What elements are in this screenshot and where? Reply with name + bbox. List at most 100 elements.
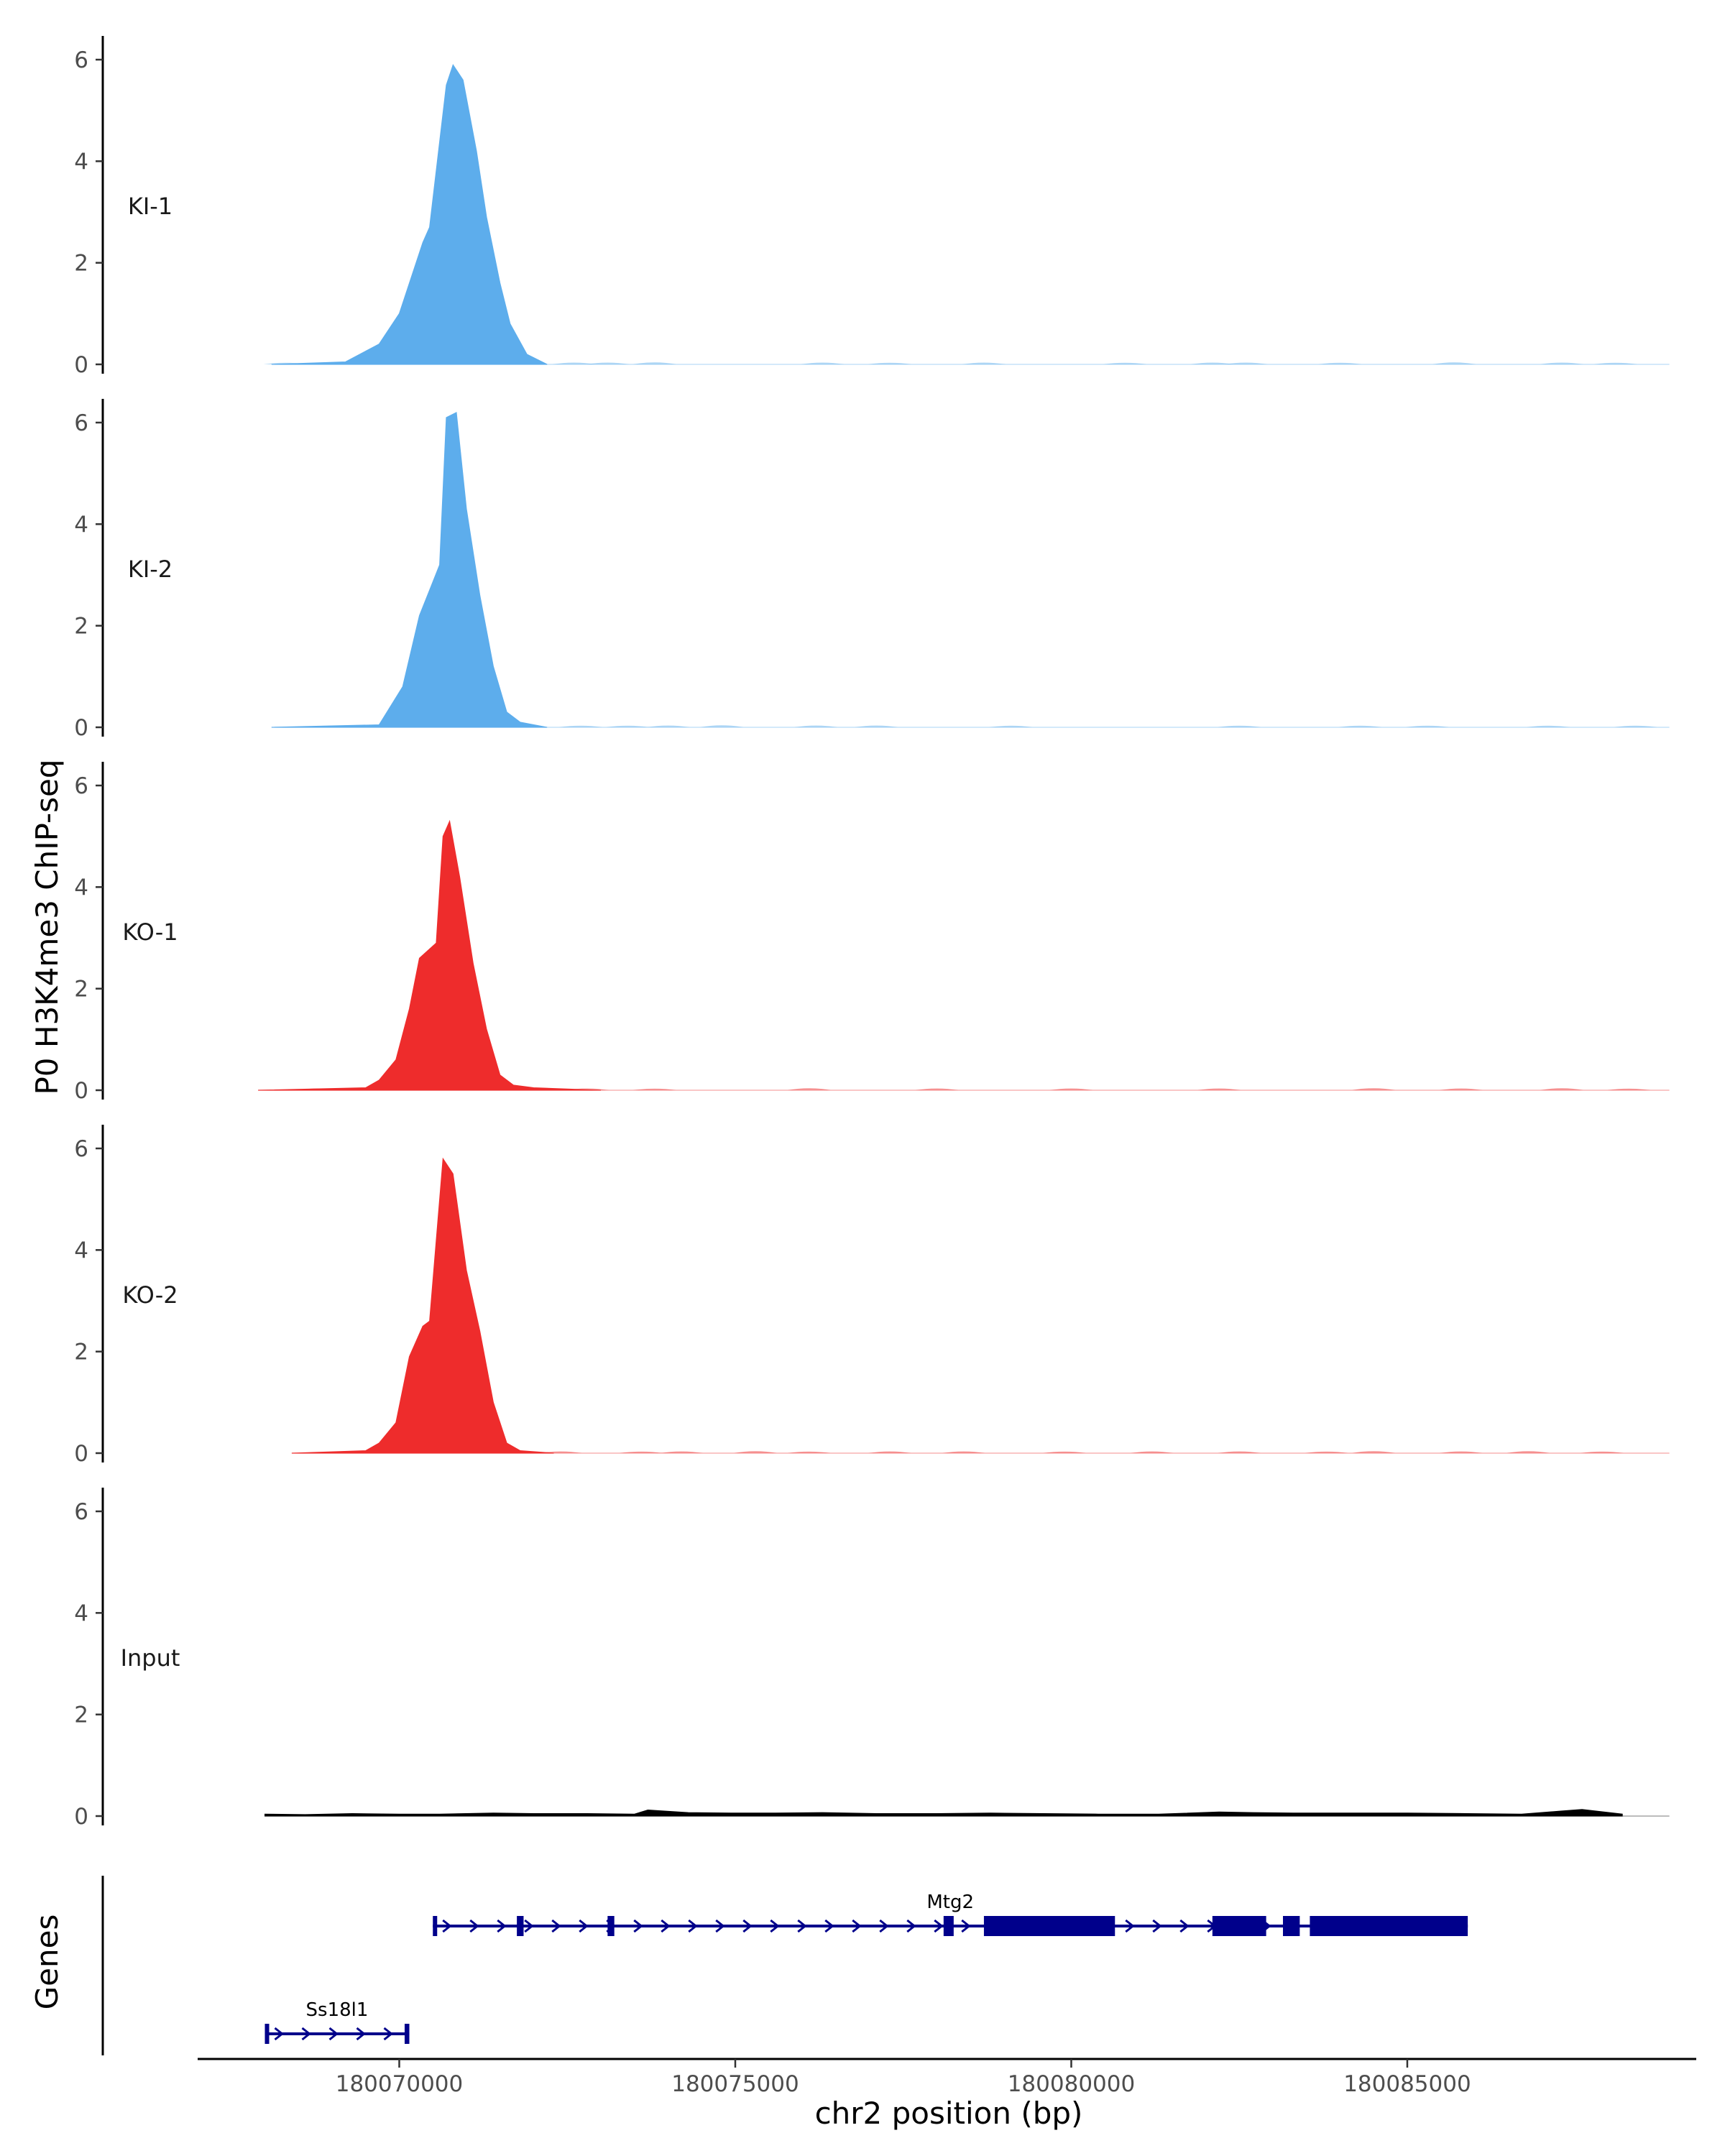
strand-chevron: [742, 1919, 753, 1933]
noise-mark-ko-2-1: [620, 1451, 663, 1453]
strand-chevron: [524, 1919, 534, 1933]
y-tick-label-0: 0: [74, 1441, 88, 1467]
strand-chevron: [497, 1919, 507, 1933]
noise-mark-ki-1-14: [1593, 362, 1637, 364]
strand-chevron: [688, 1919, 698, 1933]
noise-mark-ki-1-13: [1540, 362, 1584, 364]
noise-mark-ki-2-3: [700, 725, 744, 727]
strand-chevron: [579, 1919, 589, 1933]
noise-mark-ki-1-2: [552, 362, 596, 364]
noise-mark-ki-2-7: [1218, 725, 1261, 727]
strand-chevron: [824, 1919, 834, 1933]
y-tick-label-4: 4: [74, 875, 88, 900]
gene-label-ss18l1: Ss18l1: [306, 1999, 369, 2021]
strand-chevron: [1152, 1919, 1162, 1933]
track-label-ko-2: KO-2: [122, 1281, 178, 1309]
exon-mtg2-0: [433, 1916, 438, 1936]
noise-mark-ki-2-6: [989, 725, 1033, 727]
exon-ss18l1-0: [264, 2024, 270, 2044]
track-ki-1: 0 2 4 6 KI-1: [74, 36, 1670, 378]
exon-mtg2-6: [1282, 1916, 1300, 1936]
y-tick-label-2: 2: [74, 614, 88, 640]
exon-mtg2-3: [943, 1916, 954, 1936]
noise-mark-ko-2-9: [1218, 1451, 1261, 1453]
noise-mark-ki-2-4: [794, 725, 838, 727]
noise-mark-ki-1-4: [632, 362, 676, 364]
noise-mark-ki-2-0: [558, 725, 602, 727]
strand-chevron: [797, 1919, 807, 1933]
strand-chevron: [770, 1919, 780, 1933]
gene-track: Mtg2 Ss18l1: [101, 1876, 1468, 2055]
noise-mark-ki-1-11: [1318, 362, 1362, 364]
track-label-ko-1: KO-1: [122, 918, 178, 946]
noise-mark-ki-1-12: [1432, 362, 1476, 364]
genes-axis-title: Genes: [29, 1915, 65, 2010]
y-tick-label-4: 4: [74, 1600, 88, 1626]
track-label-input: Input: [121, 1644, 180, 1672]
y-tick-label-4: 4: [74, 512, 88, 538]
noise-mark-ko-1-6: [1049, 1088, 1093, 1090]
noise-mark-ko-2-4: [787, 1451, 831, 1453]
y-tick-label-6: 6: [74, 1136, 88, 1162]
noise-mark-ki-2-5: [855, 725, 898, 727]
noise-mark-ko-1-11: [1607, 1088, 1651, 1090]
gene-ss18l1: Ss18l1: [264, 1999, 410, 2044]
strand-chevron: [328, 2027, 339, 2041]
strand-chevron: [879, 1919, 889, 1933]
y-tick-label-6: 6: [74, 773, 88, 799]
y-tick-label-2: 2: [74, 1703, 88, 1728]
noise-mark-ki-1-8: [1103, 362, 1147, 364]
noise-mark-ko-1-7: [1197, 1088, 1241, 1090]
strand-chevron: [1125, 1919, 1135, 1933]
y-tick-label-2: 2: [74, 1340, 88, 1365]
y-tick-label-4: 4: [74, 149, 88, 175]
noise-mark-ko-2-10: [1305, 1451, 1348, 1453]
strand-chevron: [274, 2027, 284, 2041]
noise-mark-ki-1-5: [801, 362, 845, 364]
area-ki-1: [271, 63, 548, 365]
noise-mark-ko-1-3: [632, 1088, 676, 1090]
exon-mtg2-5: [1212, 1916, 1266, 1936]
area-ko-2: [291, 1157, 554, 1454]
y-tick-label-0: 0: [74, 1078, 88, 1104]
y-tick-label-2: 2: [74, 977, 88, 1003]
noise-mark-ko-2-7: [1043, 1451, 1087, 1453]
track-input: 0 2 4 6 Input: [74, 1488, 1670, 1830]
noise-mark-ko-1-9: [1439, 1088, 1483, 1090]
strand-chevron: [383, 2027, 393, 2041]
y-tick-label-0: 0: [74, 352, 88, 378]
y-tick-label-0: 0: [74, 715, 88, 741]
noise-mark-ki-1-3: [586, 362, 630, 364]
area-ko-1: [258, 819, 602, 1091]
strand-chevron: [961, 1919, 971, 1933]
y-tick-label-2: 2: [74, 251, 88, 277]
strand-chevron: [715, 1919, 725, 1933]
noise-mark-ki-2-2: [646, 725, 690, 727]
strand-chevron: [469, 1919, 479, 1933]
noise-mark-ko-1-5: [915, 1088, 959, 1090]
noise-mark-ko-1-10: [1540, 1088, 1584, 1090]
noise-mark-ki-1-7: [962, 362, 1006, 364]
area-input: [264, 1809, 1623, 1817]
x-axis-title: chr2 position (bp): [815, 2096, 1083, 2131]
track-label-ki-2: KI-2: [128, 556, 172, 583]
noise-mark-ko-1-8: [1352, 1088, 1396, 1090]
noise-mark-ki-2-11: [1614, 725, 1657, 727]
y-tick-label-6: 6: [74, 47, 88, 73]
coverage-tracks: 0 2 4 6 KI-1 0 2 4 6 KI-2 0 2 4 6 KO-1 0 2 4 6 KO-2 0 2 4 6 Inpu…: [74, 36, 1670, 1830]
exon-mtg2-4: [983, 1916, 1116, 1936]
strand-chevron: [1179, 1919, 1190, 1933]
y-axis-title: P0 H3K4me3 ChIP-seq: [29, 759, 65, 1095]
noise-mark-ko-2-13: [1506, 1451, 1550, 1453]
track-ki-2: 0 2 4 6 KI-2: [74, 399, 1670, 741]
x-axis: 180070000 180075000 180080000 180085000: [198, 2058, 1696, 2097]
strand-chevron: [551, 1919, 561, 1933]
x-tick-label-180070000: 180070000: [336, 2071, 464, 2097]
strand-chevron: [356, 2027, 366, 2041]
track-label-ki-1: KI-1: [128, 193, 172, 220]
x-tick-label-180080000: 180080000: [1008, 2071, 1136, 2097]
strand-chevron: [852, 1919, 862, 1933]
exon-ss18l1-1: [404, 2024, 410, 2044]
noise-mark-ki-1-6: [868, 362, 912, 364]
